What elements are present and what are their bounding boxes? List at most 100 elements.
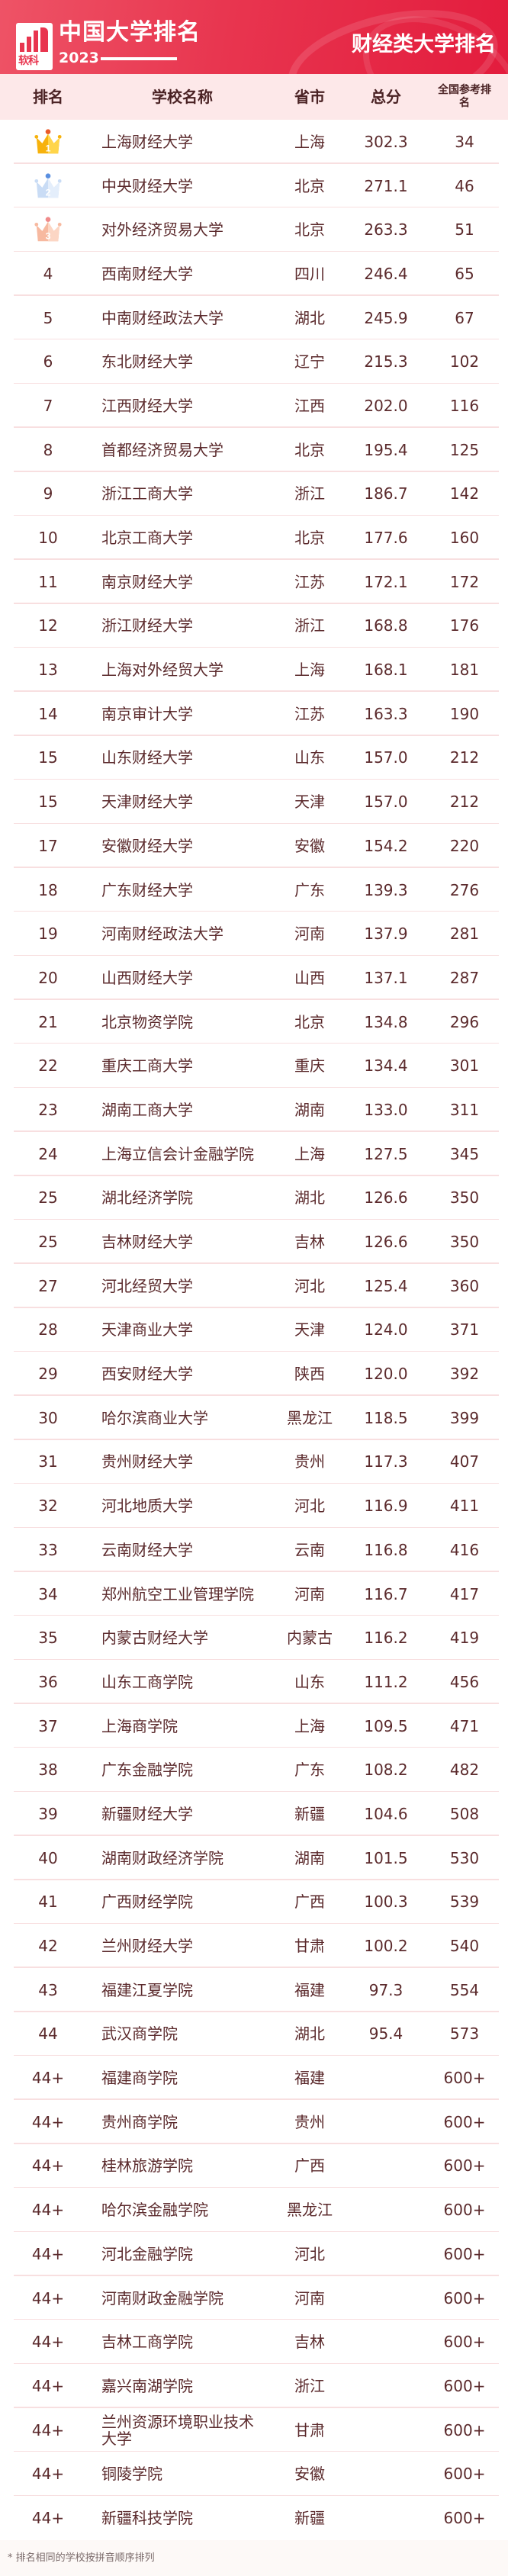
total-score: 246.4 <box>364 264 408 283</box>
table-row: 6 东北财经大学 辽宁 215.3 102 <box>0 339 508 384</box>
table-row: 43 福建江夏学院 福建 97.3 554 <box>0 1968 508 2012</box>
total-score: 108.2 <box>364 1761 408 1780</box>
school-name: 福建江夏学院 <box>101 1980 193 1999</box>
column-header-national-rank-label: 全国参考排名 <box>438 84 491 109</box>
table-row: 12 浙江财经大学 浙江 168.8 176 <box>0 604 508 648</box>
column-header-rank: 排名 <box>33 88 63 106</box>
table-row: 41 广西财经学院 广西 100.3 539 <box>0 1880 508 1925</box>
rank-cell: 15 <box>38 748 58 767</box>
rank-cell: 40 <box>38 1848 58 1867</box>
total-score: 137.1 <box>364 968 408 987</box>
table-row: 44+ 嘉兴南湖学院 浙江 600+ <box>0 2364 508 2408</box>
school-name: 兰州财经大学 <box>101 1937 193 1956</box>
province: 河南 <box>294 2288 325 2307</box>
total-score: 134.8 <box>364 1012 408 1031</box>
column-header-name: 学校名称 <box>152 88 213 106</box>
national-rank: 600+ <box>443 2376 486 2395</box>
national-rank: 600+ <box>443 2288 486 2307</box>
school-name: 福建商学院 <box>101 2069 178 2088</box>
rank-cell: 3 <box>0 215 96 244</box>
national-rank: 456 <box>449 1672 480 1691</box>
rank-cell: 44+ <box>31 2333 65 2352</box>
total-score: 154.2 <box>364 836 408 855</box>
province: 吉林 <box>294 1233 325 1252</box>
school-name: 河南财政金融学院 <box>101 2288 223 2307</box>
rank-cell: 20 <box>38 968 58 987</box>
national-rank: 600+ <box>443 2420 486 2439</box>
school-name: 郑州航空工业管理学院 <box>101 1584 254 1603</box>
national-rank: 212 <box>449 793 480 812</box>
table-row: 25 吉林财经大学 吉林 126.6 350 <box>0 1220 508 1264</box>
national-rank: 482 <box>449 1761 480 1780</box>
shanghai-ranking-logo: 软科 <box>16 23 53 70</box>
rank-cell: 22 <box>38 1056 58 1076</box>
national-rank: 530 <box>449 1848 480 1867</box>
province: 河北 <box>294 1276 325 1295</box>
table-row: 29 西安财经大学 陕西 120.0 392 <box>0 1352 508 1396</box>
rank-cell: 18 <box>38 880 58 899</box>
province: 安徽 <box>294 2465 325 2484</box>
school-name: 中南财经政法大学 <box>101 308 223 327</box>
school-name: 铜陵学院 <box>101 2465 162 2484</box>
school-name: 内蒙古财经大学 <box>101 1629 208 1648</box>
table-row: 3 对外经济贸易大学 北京 263.3 51 <box>0 207 508 252</box>
total-score: 116.7 <box>364 1584 408 1603</box>
total-score: 157.0 <box>364 793 408 812</box>
province: 四川 <box>294 264 325 283</box>
total-score: 116.9 <box>364 1497 408 1516</box>
table-row: 44+ 贵州商学院 贵州 600+ <box>0 2100 508 2144</box>
national-rank: 220 <box>449 836 480 855</box>
table-row: 9 浙江工商大学 浙江 186.7 142 <box>0 472 508 516</box>
table-row: 20 山西财经大学 山西 137.1 287 <box>0 956 508 1000</box>
table-row: 15 天津财经大学 天津 157.0 212 <box>0 780 508 824</box>
total-score: 263.3 <box>364 220 408 240</box>
rank-cell: 27 <box>38 1276 58 1295</box>
rank-cell: 44+ <box>31 2465 65 2484</box>
rank-cell: 44+ <box>31 2069 65 2088</box>
national-rank: 600+ <box>443 2156 486 2176</box>
total-score: 109.5 <box>364 1716 408 1735</box>
table-row: 15 山东财经大学 山东 157.0 212 <box>0 736 508 780</box>
school-name: 兰州资源环境职业技术大学 <box>101 2412 254 2448</box>
table-row: 11 南京财经大学 江苏 172.1 172 <box>0 560 508 604</box>
school-name: 山西财经大学 <box>101 968 193 987</box>
school-name: 湖南工商大学 <box>101 1100 193 1119</box>
national-rank: 392 <box>449 1365 480 1384</box>
rank-cell: 25 <box>38 1233 58 1252</box>
school-name: 重庆工商大学 <box>101 1056 193 1076</box>
rank-cell: 44+ <box>31 2420 65 2439</box>
national-rank: 34 <box>455 132 474 151</box>
table-row: 44+ 新疆科技学院 新疆 600+ <box>0 2496 508 2540</box>
province: 浙江 <box>294 616 325 635</box>
school-name: 浙江财经大学 <box>101 616 193 635</box>
table-row: 18 广东财经大学 广东 139.3 276 <box>0 868 508 912</box>
province: 湖北 <box>294 1188 325 1208</box>
province: 新疆 <box>294 2508 325 2527</box>
province: 山西 <box>294 968 325 987</box>
total-score: 245.9 <box>364 308 408 327</box>
province: 河南 <box>294 1584 325 1603</box>
column-header-province: 省市 <box>294 88 325 106</box>
national-rank: 407 <box>449 1452 480 1471</box>
total-score: 104.6 <box>364 1804 408 1823</box>
ranking-table-body: 1 上海财经大学 上海 302.3 34 2 中央财经大学 北京 271.1 46 3 对外经济贸易大… <box>0 120 508 2540</box>
rank-cell: 29 <box>38 1365 58 1384</box>
rank-cell: 9 <box>43 484 53 503</box>
header-banner: 软科 中国大学排名 2023 财经类大学排名 <box>0 0 508 74</box>
national-rank: 554 <box>449 1980 480 1999</box>
province: 北京 <box>294 1012 325 1031</box>
total-score: 168.8 <box>364 616 408 635</box>
national-rank: 600+ <box>443 2112 486 2131</box>
province: 贵州 <box>294 1452 325 1471</box>
province: 黑龙江 <box>287 1408 333 1427</box>
national-rank: 419 <box>449 1629 480 1648</box>
rank-cell: 34 <box>38 1584 58 1603</box>
national-rank: 176 <box>449 616 480 635</box>
rank-cell: 44+ <box>31 2244 65 2263</box>
total-score: 117.3 <box>364 1452 408 1471</box>
total-score: 127.5 <box>364 1144 408 1163</box>
school-name: 广西财经学院 <box>101 1893 193 1912</box>
province: 浙江 <box>294 2376 325 2395</box>
province: 山东 <box>294 1672 325 1691</box>
school-name: 南京审计大学 <box>101 704 193 723</box>
